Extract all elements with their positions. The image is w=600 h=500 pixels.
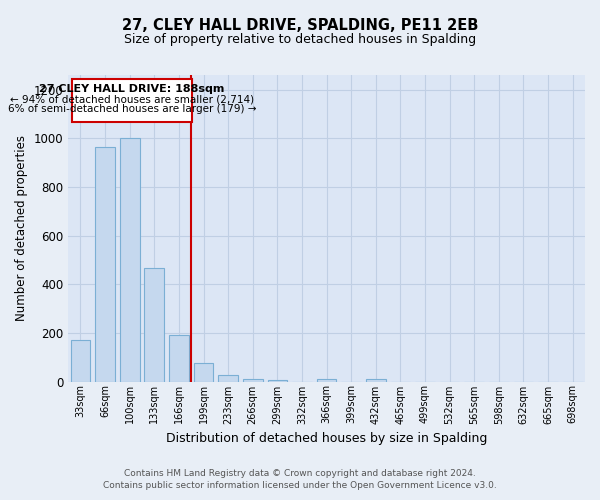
Bar: [95, 147, 115, 382]
X-axis label: Distribution of detached houses by size in Spalding: Distribution of detached houses by size …: [166, 432, 487, 445]
Bar: [120, 138, 140, 382]
Bar: [366, 379, 386, 382]
Bar: [218, 376, 238, 382]
Text: 27, CLEY HALL DRIVE, SPALDING, PE11 2EB: 27, CLEY HALL DRIVE, SPALDING, PE11 2EB: [122, 18, 478, 32]
Y-axis label: Number of detached properties: Number of detached properties: [15, 136, 28, 322]
Bar: [317, 379, 337, 382]
Bar: [169, 336, 189, 382]
Bar: [268, 380, 287, 382]
Bar: [145, 268, 164, 382]
Text: Contains HM Land Registry data © Crown copyright and database right 2024.
Contai: Contains HM Land Registry data © Crown c…: [103, 468, 497, 490]
Bar: [194, 364, 214, 382]
Text: 6% of semi-detached houses are larger (179) →: 6% of semi-detached houses are larger (1…: [8, 104, 256, 115]
Text: 27 CLEY HALL DRIVE: 188sqm: 27 CLEY HALL DRIVE: 188sqm: [39, 84, 224, 94]
Text: Size of property relative to detached houses in Spalding: Size of property relative to detached ho…: [124, 32, 476, 46]
Bar: [71, 340, 91, 382]
Bar: [243, 379, 263, 382]
Text: ← 94% of detached houses are smaller (2,714): ← 94% of detached houses are smaller (2,…: [10, 94, 254, 104]
